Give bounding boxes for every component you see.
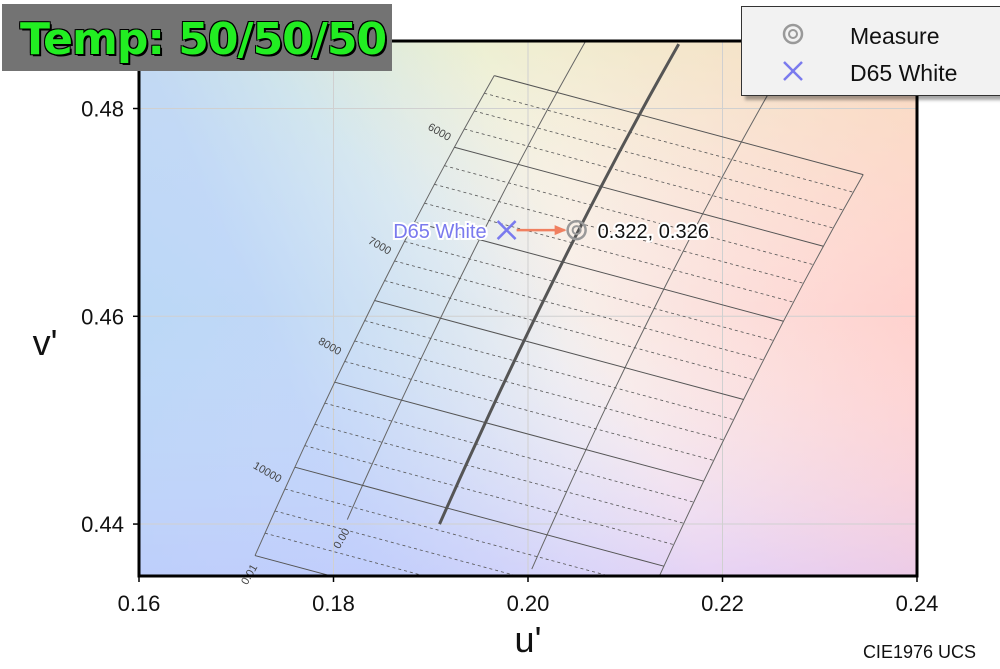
isotemp-line xyxy=(484,92,854,193)
legend-label: D65 White xyxy=(850,60,958,86)
isotemp-line xyxy=(374,300,744,401)
d65-marker xyxy=(496,220,517,240)
isotemp-line xyxy=(404,241,774,341)
legend-label: Measure xyxy=(850,23,940,49)
isotemp-line xyxy=(344,361,714,461)
isotemp-line xyxy=(414,221,784,322)
data-markers: D65 White 0.322, 0.326 xyxy=(391,219,711,245)
y-tick-label: 0.46 xyxy=(81,304,124,329)
isotemp-line xyxy=(394,260,764,361)
isotemp-line xyxy=(464,128,834,229)
isotemp-line xyxy=(474,110,844,211)
x-tick-label: 0.24 xyxy=(896,591,939,616)
x-tick-label: 0.22 xyxy=(701,591,744,616)
isotemp-line xyxy=(424,202,794,303)
planckian-locus xyxy=(438,43,681,525)
x-axis-label: u' xyxy=(515,619,542,660)
x-tick-label: 0.18 xyxy=(312,591,355,616)
isotemp-group xyxy=(254,41,864,576)
title-banner: Temp: 50/50/50 xyxy=(2,4,392,71)
isotemp-line xyxy=(384,280,754,381)
isotemp-line xyxy=(444,165,814,266)
legend: Measure D65 White xyxy=(741,6,1000,96)
chart-footer: CIE1976 UCS xyxy=(862,642,976,662)
shift-arrow-head xyxy=(554,225,567,236)
isotemp-line xyxy=(254,555,334,576)
legend-item-measure: Measure xyxy=(742,17,1000,53)
isotemp-line xyxy=(494,75,864,176)
isotemp-line xyxy=(324,402,694,503)
x-tick-label: 0.20 xyxy=(507,591,550,616)
y-tick-label: 0.48 xyxy=(81,97,124,122)
duv-curve xyxy=(531,88,772,570)
isotemp-line xyxy=(434,183,804,284)
legend-item-d65: D65 White xyxy=(742,54,1000,90)
measure-marker xyxy=(566,219,587,241)
y-tick-label: 0.44 xyxy=(81,512,124,537)
y-axis-label: v' xyxy=(33,322,58,363)
isotemp-line xyxy=(364,320,734,421)
circle-target-icon xyxy=(782,23,804,45)
d65-label: D65 White xyxy=(393,221,486,243)
axis-ticks: 0.16 0.18 0.20 0.22 0.24 0.44 0.46 0.48 xyxy=(81,97,938,616)
isotemp-line xyxy=(454,146,824,247)
isotemp-line xyxy=(314,423,684,524)
isotemp-line xyxy=(284,488,611,576)
isotemp-line xyxy=(354,340,724,441)
page-title: Temp: 50/50/50 xyxy=(20,14,387,65)
isotemp-line xyxy=(294,466,665,567)
isotemp-line xyxy=(304,445,674,546)
measure-marker xyxy=(571,225,582,236)
isotemp-line xyxy=(334,381,704,482)
x-tick-label: 0.16 xyxy=(118,591,161,616)
measure-value-label: 0.322, 0.326 xyxy=(598,221,709,243)
x-cross-icon xyxy=(783,61,803,81)
duv-curve xyxy=(346,41,587,520)
